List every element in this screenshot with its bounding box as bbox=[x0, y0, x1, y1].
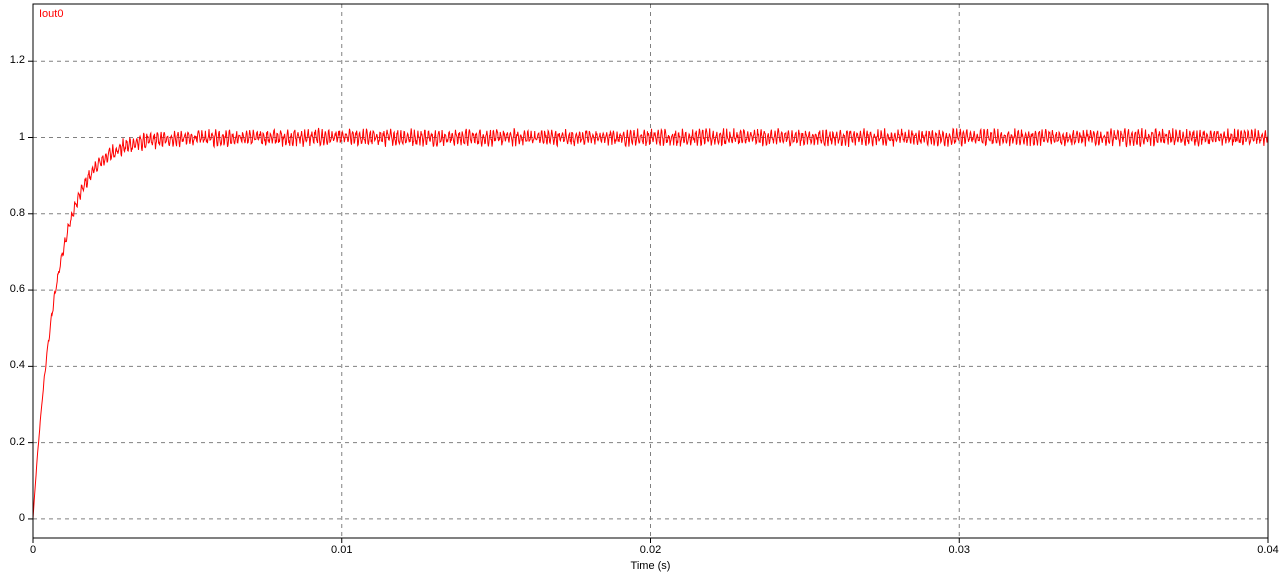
x-tick-label: 0.03 bbox=[929, 544, 989, 556]
legend-label: Iout0 bbox=[39, 8, 63, 20]
chart-container: Iout0 Time (s) 0 0.2 0.4 0.6 0.8 1 1.2 0 0.01 0.0… bbox=[0, 0, 1281, 585]
y-tick-label: 1.2 bbox=[0, 54, 25, 66]
y-tick-label: 0.8 bbox=[0, 207, 25, 219]
y-tick-label: 0.4 bbox=[0, 359, 25, 371]
y-tick-label: 0 bbox=[0, 512, 25, 524]
x-tick-label: 0.01 bbox=[312, 544, 372, 556]
x-tick-label: 0.04 bbox=[1238, 544, 1281, 556]
y-tick-label: 0.6 bbox=[0, 283, 25, 295]
chart-svg bbox=[0, 0, 1281, 585]
y-tick-label: 0.2 bbox=[0, 436, 25, 448]
x-tick-label: 0 bbox=[3, 544, 63, 556]
x-tick-label: 0.02 bbox=[621, 544, 681, 556]
y-tick-label: 1 bbox=[0, 131, 25, 143]
x-axis-label: Time (s) bbox=[621, 560, 681, 572]
